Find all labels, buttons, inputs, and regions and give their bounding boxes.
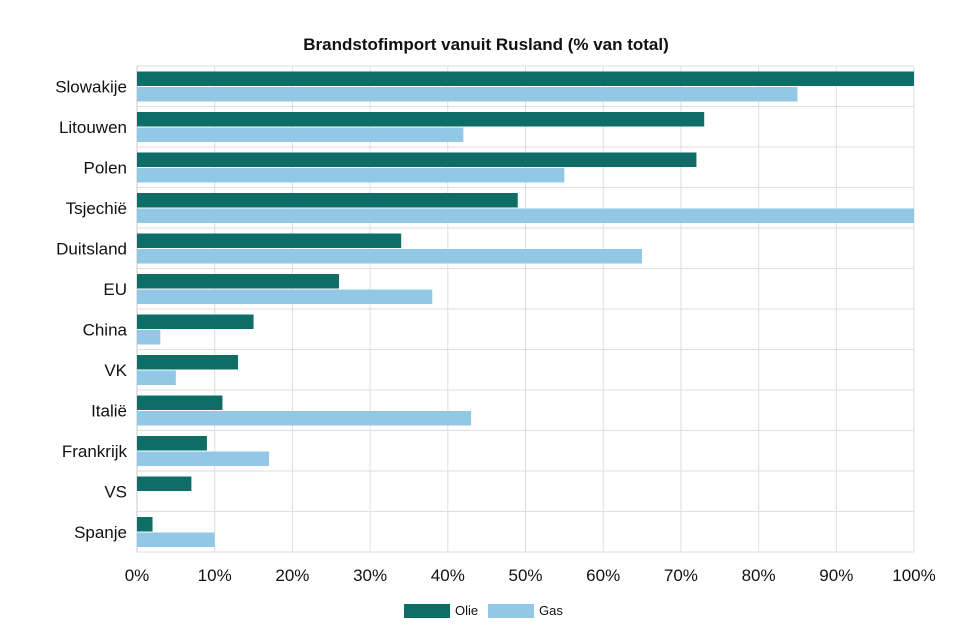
x-tick-label: 80% [742,566,776,585]
bar-gas [137,451,270,466]
legend-swatch-gas [488,604,534,618]
bar-olie [137,193,518,208]
category-label: Italië [91,401,127,420]
chart-title: Brandstofimport vanuit Rusland (% van to… [303,35,669,54]
bar-gas [137,87,798,102]
bar-olie [137,112,705,127]
legend: Olie Gas [404,603,563,618]
category-label: VK [104,361,127,380]
bar-gas [137,411,472,426]
x-tick-label: 0% [125,566,150,585]
category-label: Tsjechië [66,199,127,218]
x-tick-label: 40% [431,566,465,585]
bar-olie [137,476,192,491]
bar-olie [137,274,340,289]
bar-olie [137,314,254,329]
x-axis-ticks: 0% 10% 20% 30% 40% 50% 60% 70% 80% 90% 100% [125,566,936,585]
bar-gas [137,249,643,264]
category-labels: Slowakije Litouwen Polen Tsjechië Duitsland E… [55,77,127,542]
bar-olie [137,395,223,410]
x-tick-label: 90% [819,566,853,585]
bar-gas [137,168,565,183]
category-label: Litouwen [59,118,127,137]
bar-olie [137,355,239,370]
x-tick-label: 10% [198,566,232,585]
bar-olie [137,436,207,451]
category-label: Frankrijk [62,442,128,461]
bar-gas [137,127,464,142]
bar-olie [137,233,402,248]
category-label: Polen [84,158,127,177]
bar-gas [137,532,215,547]
bar-gas [137,208,914,223]
bar-olie [137,517,153,532]
bar-olie [137,152,697,167]
category-label: VS [104,482,127,501]
legend-label: Olie [455,603,478,618]
bar-gas [137,370,176,385]
gridlines [136,65,915,553]
legend-swatch-olie [404,604,450,618]
category-label: EU [103,280,127,299]
bar-olie [137,71,914,86]
bar-gas [137,289,433,304]
category-label: Duitsland [56,239,127,258]
x-tick-label: 30% [353,566,387,585]
bar-gas [137,330,161,345]
category-label: Spanje [74,523,127,542]
x-tick-label: 20% [275,566,309,585]
x-tick-label: 100% [892,566,935,585]
category-label: China [83,320,128,339]
legend-label: Gas [539,603,563,618]
x-tick-label: 70% [664,566,698,585]
bars [137,71,914,547]
category-label: Slowakije [55,77,127,96]
x-tick-label: 50% [508,566,542,585]
x-tick-label: 60% [586,566,620,585]
